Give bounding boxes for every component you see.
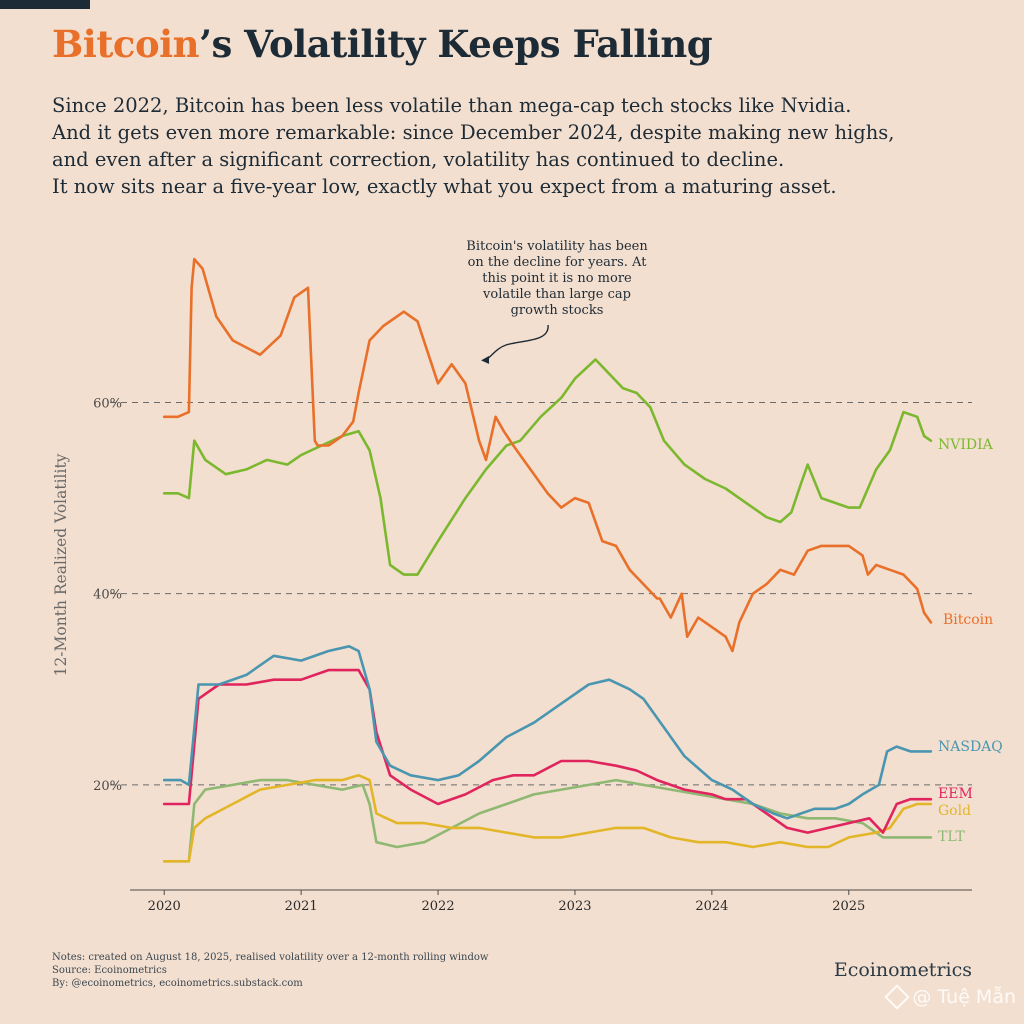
title-accent: Bitcoin xyxy=(52,22,200,66)
bitcoin-series-label: Bitcoin xyxy=(943,612,993,628)
grid-layer xyxy=(110,402,972,786)
footer-notes: Notes: created on August 18, 2025, reali… xyxy=(52,951,488,990)
y-axis-title: 12-Month Realized Volatility xyxy=(52,453,70,676)
x-tick-label: 2024 xyxy=(695,899,728,914)
watermark: @ Tuệ Mẫn xyxy=(884,984,1016,1010)
x-tick-label: 2020 xyxy=(148,899,181,914)
annotation-arrow xyxy=(481,324,549,365)
tlt-series-line xyxy=(162,778,933,863)
subtitle-line: Since 2022, Bitcoin has been less volati… xyxy=(52,94,852,117)
eem-series-line xyxy=(162,668,933,834)
brand-name: Ecoinometrics xyxy=(833,959,972,981)
annotation-line: volatile than large cap xyxy=(482,287,631,302)
nasdaq-series-label: NASDAQ xyxy=(938,739,1003,755)
y-tick-label: 60% xyxy=(93,397,122,412)
bitcoin-series-line xyxy=(162,257,933,653)
x-tick-label: 2021 xyxy=(285,899,318,914)
nvidia-series-line xyxy=(162,358,933,576)
diamond-icon xyxy=(884,984,911,1010)
series-layer xyxy=(162,257,933,863)
annotation-line: growth stocks xyxy=(511,303,604,318)
y-tick-label: 20% xyxy=(93,779,122,794)
y-tick-label: 40% xyxy=(93,588,122,603)
axis-layer: 20% 40% 60% 2020 2021 2022 2023 2024 2025 12-Mont… xyxy=(52,397,972,914)
subtitle: Since 2022, Bitcoin has been less volati… xyxy=(52,92,982,200)
annotation-line: Bitcoin's volatility has been xyxy=(466,239,648,254)
annotation-line: this point it is no more xyxy=(482,271,632,286)
byline-text: By: @ecoinometrics, ecoinometrics.substa… xyxy=(52,978,303,989)
subtitle-line: And it gets even more remarkable: since … xyxy=(52,121,895,144)
x-tick-label: 2025 xyxy=(832,899,865,914)
nasdaq-series-line xyxy=(162,644,933,820)
subtitle-line: and even after a significant correction,… xyxy=(52,148,785,171)
source-text: Source: Ecoinometrics xyxy=(52,965,167,976)
nvidia-series-label: NVIDIA xyxy=(938,437,994,453)
page-title: Bitcoin’s Volatility Keeps Falling xyxy=(52,22,713,66)
tlt-series-label: TLT xyxy=(938,829,965,845)
subtitle-line: It now sits near a five-year low, exactl… xyxy=(52,175,837,198)
annotation-line: on the decline for years. At xyxy=(468,255,648,270)
gold-series-line xyxy=(162,773,933,863)
top-accent-bar xyxy=(0,0,90,9)
x-tick-label: 2022 xyxy=(422,899,455,914)
eem-series-label: EEM xyxy=(938,786,973,802)
title-rest: ’s Volatility Keeps Falling xyxy=(199,22,713,66)
gold-series-label: Gold xyxy=(938,803,971,819)
watermark-text: @ Tuệ Mẫn xyxy=(912,986,1016,1008)
x-tick-label: 2023 xyxy=(558,899,591,914)
notes-text: Notes: created on August 18, 2025, reali… xyxy=(52,952,489,963)
